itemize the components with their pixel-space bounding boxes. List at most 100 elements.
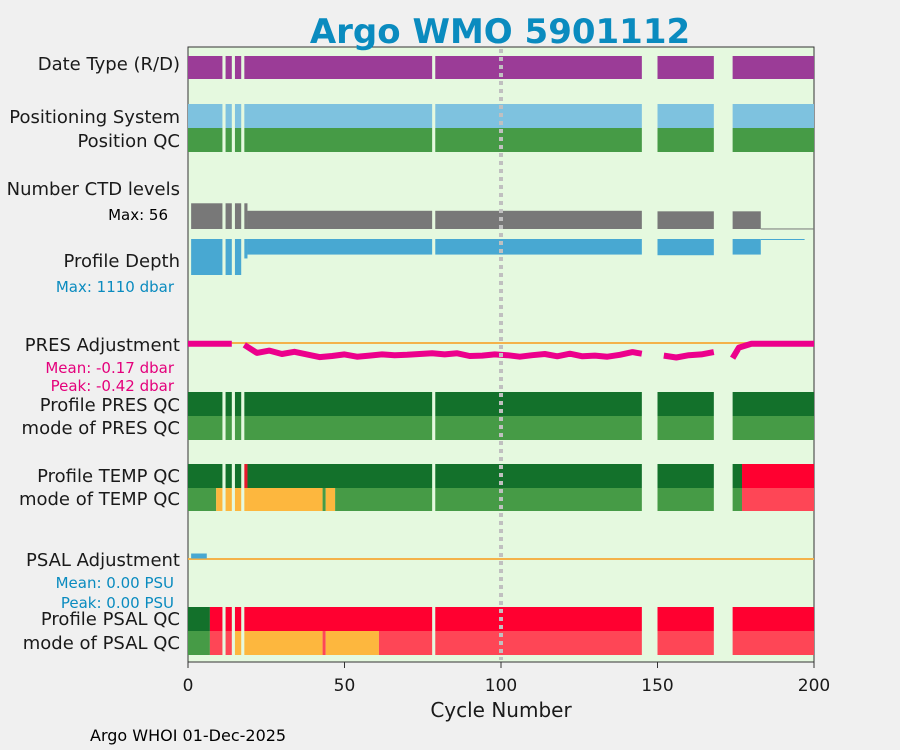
positioning-band-segment <box>225 104 232 128</box>
positioning-band-segment <box>657 104 714 128</box>
row-label-data-type: Date Type (R/D) <box>38 54 180 75</box>
profile-psal-qc-band-segment <box>732 607 814 631</box>
row-label-pres-adjustment: PRES Adjustment <box>25 335 180 356</box>
row-label-profile-temp-qc: Profile TEMP QC <box>37 466 180 487</box>
profile-temp-qc-band-segment <box>742 464 814 488</box>
mode-temp-qc-band-segment <box>325 488 336 511</box>
profile-depth-max: Max: 1110 dbar <box>56 278 175 296</box>
positioning-band-segment <box>244 104 433 128</box>
data-type-band-segment <box>225 56 232 79</box>
psal-adjustment-mean: Mean: 0.00 PSU <box>56 574 174 592</box>
mode-pres-qc-band-segment <box>732 416 814 440</box>
data-type-band-segment <box>234 56 242 79</box>
mode-psal-qc-band-segment <box>378 631 433 655</box>
data-type-band-segment <box>732 56 814 79</box>
position-qc-band-segment <box>234 128 242 152</box>
data-type-band-segment <box>244 56 433 79</box>
profile-temp-qc-band-segment <box>657 464 714 488</box>
profile-temp-qc-band-segment <box>188 464 223 488</box>
profile-pres-qc-band-segment <box>435 392 642 416</box>
position-qc-band-segment <box>244 128 433 152</box>
ctd-levels-bar <box>234 203 242 229</box>
row-label-profile-depth: Profile Depth <box>63 251 180 272</box>
x-tick-label: 50 <box>334 676 356 696</box>
row-label-profile-psal-qc: Profile PSAL QC <box>41 609 180 630</box>
mode-pres-qc-band-segment <box>244 416 433 440</box>
profile-psal-qc-band-segment <box>657 607 714 631</box>
profile-pres-qc-band-segment <box>234 392 242 416</box>
profile-temp-qc-band-segment <box>244 464 248 488</box>
pres-adjustment-peak: Peak: -0.42 dbar <box>51 377 175 395</box>
profile-pres-qc-band-segment <box>225 392 232 416</box>
mode-pres-qc-band-segment <box>234 416 242 440</box>
ctd-levels-bar <box>657 211 714 229</box>
profile-depth-bar <box>244 239 248 259</box>
mode-pres-qc-band-segment <box>657 416 714 440</box>
position-qc-band-segment <box>732 128 814 152</box>
profile-pres-qc-band-segment <box>732 392 814 416</box>
mode-psal-qc-band-segment <box>325 631 379 655</box>
positioning-band-segment <box>732 104 814 128</box>
profile-pres-qc-band-segment <box>657 392 714 416</box>
profile-temp-qc-band-segment <box>732 464 743 488</box>
profile-psal-qc-band-segment <box>435 607 642 631</box>
profile-psal-qc-band-segment <box>225 607 232 631</box>
x-tick-label: 100 <box>485 676 517 696</box>
row-label-profile-pres-qc: Profile PRES QC <box>40 395 180 416</box>
profile-psal-qc-band-segment <box>188 607 210 631</box>
mode-temp-qc-band-segment <box>322 488 326 511</box>
chart-title: Argo WMO 5901112 <box>310 12 690 52</box>
position-qc-band-segment <box>225 128 232 152</box>
mode-temp-qc-band-segment <box>247 488 323 511</box>
mode-temp-qc-band-segment <box>244 488 248 511</box>
profile-temp-qc-band-segment <box>435 464 642 488</box>
mode-temp-qc-band-segment <box>732 488 743 511</box>
x-tick-label: 200 <box>798 676 830 696</box>
mode-psal-qc-band-segment <box>435 631 642 655</box>
profile-depth-bar <box>191 239 223 275</box>
psal-adjustment-peak: Peak: 0.00 PSU <box>61 594 174 612</box>
mode-pres-qc-band-segment <box>435 416 642 440</box>
profile-depth-bar <box>657 239 714 256</box>
ctd-levels-bar <box>191 203 223 229</box>
ctd-levels-bar <box>225 203 232 229</box>
profile-depth-bar <box>234 239 242 275</box>
position-qc-band-segment <box>657 128 714 152</box>
profile-depth-bar <box>247 239 433 255</box>
profile-temp-qc-band-segment <box>247 464 433 488</box>
row-label-mode-psal-qc: mode of PSAL QC <box>23 633 180 654</box>
profile-psal-qc-band-segment <box>244 607 433 631</box>
x-tick-label: 0 <box>183 676 194 696</box>
profile-pres-qc-band-segment <box>188 392 223 416</box>
mode-psal-qc-band-segment <box>188 631 210 655</box>
pres-adjustment-mean: Mean: -0.17 dbar <box>45 359 175 377</box>
mode-psal-qc-band-segment <box>225 631 232 655</box>
ctd-levels-bar <box>244 203 248 229</box>
mode-temp-qc-band-segment <box>335 488 433 511</box>
profile-temp-qc-band-segment <box>234 464 242 488</box>
mode-psal-qc-band-segment <box>244 631 323 655</box>
profile-temp-qc-band-segment <box>225 464 232 488</box>
mode-temp-qc-band-segment <box>657 488 714 511</box>
row-label-position-qc: Position QC <box>77 131 180 152</box>
profile-depth-bar <box>225 239 232 275</box>
ctd-levels-max: Max: 56 <box>108 206 168 224</box>
data-type-band-segment <box>435 56 642 79</box>
mode-psal-qc-band-segment <box>322 631 326 655</box>
profile-depth-bar <box>732 239 761 255</box>
row-label-ctd-levels: Number CTD levels <box>7 179 180 200</box>
profile-depth-bar <box>760 239 805 240</box>
position-qc-band-segment <box>188 128 223 152</box>
mode-temp-qc-band-segment <box>435 488 642 511</box>
ctd-levels-bar <box>732 211 761 229</box>
row-label-psal-adjustment: PSAL Adjustment <box>26 550 180 571</box>
ctd-levels-bar <box>247 210 433 229</box>
mode-temp-qc-band-segment <box>742 488 814 511</box>
profile-psal-qc-band-segment <box>234 607 242 631</box>
data-type-band-segment <box>657 56 714 79</box>
mode-psal-qc-band-segment <box>209 631 223 655</box>
mode-temp-qc-band-segment <box>216 488 223 511</box>
mode-temp-qc-band-segment <box>188 488 217 511</box>
mode-temp-qc-band-segment <box>225 488 232 511</box>
